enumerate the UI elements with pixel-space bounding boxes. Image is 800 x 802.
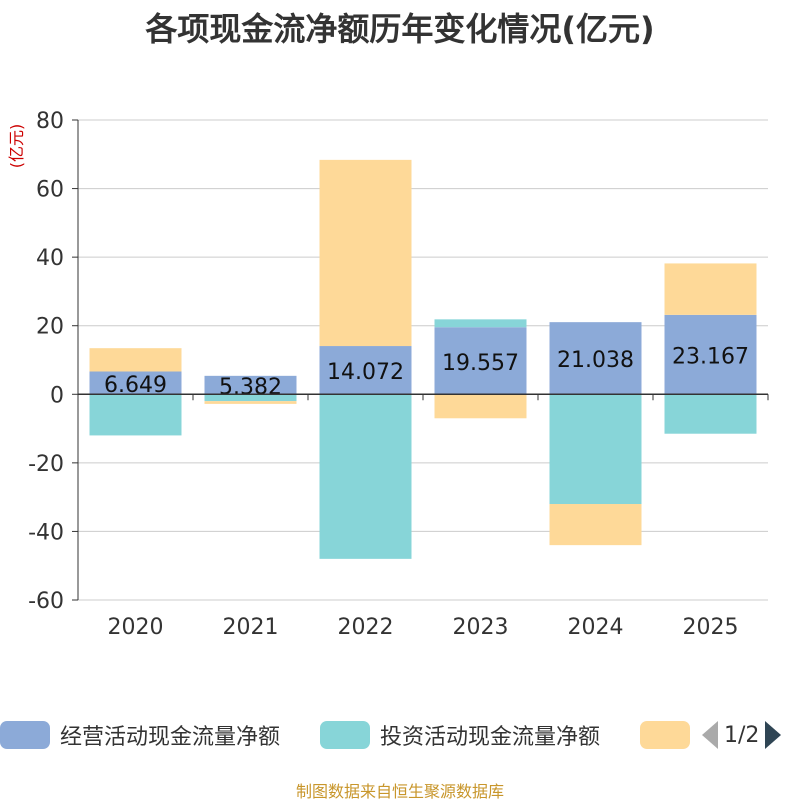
bar-operating-2024 bbox=[549, 322, 642, 395]
x-tick-label-2020: 2020 bbox=[108, 615, 164, 640]
bar-financing-2021 bbox=[204, 401, 297, 404]
bar-financing-2022 bbox=[319, 159, 412, 347]
y-tick-label: 20 bbox=[36, 315, 64, 340]
legend-page-indicator: 1/2 bbox=[724, 722, 760, 748]
bar-investing-2020 bbox=[89, 394, 182, 436]
legend-next-icon[interactable] bbox=[765, 721, 782, 749]
legend-item-operating[interactable]: 经营活动现金流量净额 bbox=[0, 715, 280, 755]
y-axis-unit-label: (亿元) bbox=[7, 124, 26, 169]
bar-operating-2020 bbox=[89, 371, 182, 395]
legend-item-investing[interactable]: 投资活动现金流量净额 bbox=[320, 715, 600, 755]
legend-prev-icon[interactable] bbox=[702, 721, 718, 749]
chart-title: 各项现金流净额历年变化情况(亿元) bbox=[145, 10, 655, 48]
legend-label-investing: 投资活动现金流量净额 bbox=[380, 725, 601, 750]
bar-operating-2025 bbox=[664, 314, 757, 395]
data-label-2023: 19.557 bbox=[442, 351, 519, 376]
x-tick-label-2023: 2023 bbox=[453, 615, 509, 640]
bar-financing-2024 bbox=[549, 504, 642, 546]
bar-investing-2022 bbox=[319, 394, 412, 559]
data-label-2024: 21.038 bbox=[557, 348, 634, 373]
data-source-footer: 制图数据来自恒生聚源数据库 bbox=[295, 782, 504, 801]
y-tick-label: -60 bbox=[28, 589, 64, 614]
legend: 经营活动现金流量净额 投资活动现金流量净额 1/2 bbox=[0, 715, 800, 755]
legend-swatch-investing bbox=[320, 721, 370, 749]
legend-swatch-operating bbox=[0, 721, 50, 749]
legend-pager: 1/2 bbox=[702, 715, 782, 755]
bar-investing-2021 bbox=[204, 394, 297, 402]
y-tick-label: 80 bbox=[36, 109, 64, 134]
x-tick-label-2025: 2025 bbox=[683, 615, 739, 640]
bar-financing-2020 bbox=[89, 348, 182, 372]
y-tick-label: -20 bbox=[28, 452, 64, 477]
bar-financing-2025 bbox=[664, 263, 757, 315]
x-tick-label-2021: 2021 bbox=[223, 615, 279, 640]
bar-operating-2022 bbox=[319, 346, 412, 395]
bar-investing-2024 bbox=[549, 394, 642, 504]
bar-operating-2021 bbox=[204, 375, 297, 395]
legend-swatch-financing bbox=[640, 721, 690, 749]
y-tick-label: 40 bbox=[36, 246, 64, 271]
bar-operating-2023 bbox=[434, 327, 527, 395]
y-tick-label: -40 bbox=[28, 520, 64, 545]
bar-investing-2025 bbox=[664, 394, 757, 434]
legend-item-financing[interactable] bbox=[640, 715, 700, 755]
y-tick-label: 0 bbox=[50, 383, 64, 408]
x-tick-label-2022: 2022 bbox=[338, 615, 394, 640]
y-tick-label: 60 bbox=[36, 178, 64, 203]
bar-investing-2023 bbox=[434, 319, 527, 328]
legend-label-operating: 经营活动现金流量净额 bbox=[60, 725, 281, 750]
data-label-2025: 23.167 bbox=[672, 345, 749, 370]
data-label-2022: 14.072 bbox=[327, 360, 404, 385]
x-tick-label-2024: 2024 bbox=[568, 615, 624, 640]
bar-financing-2023 bbox=[434, 394, 527, 419]
